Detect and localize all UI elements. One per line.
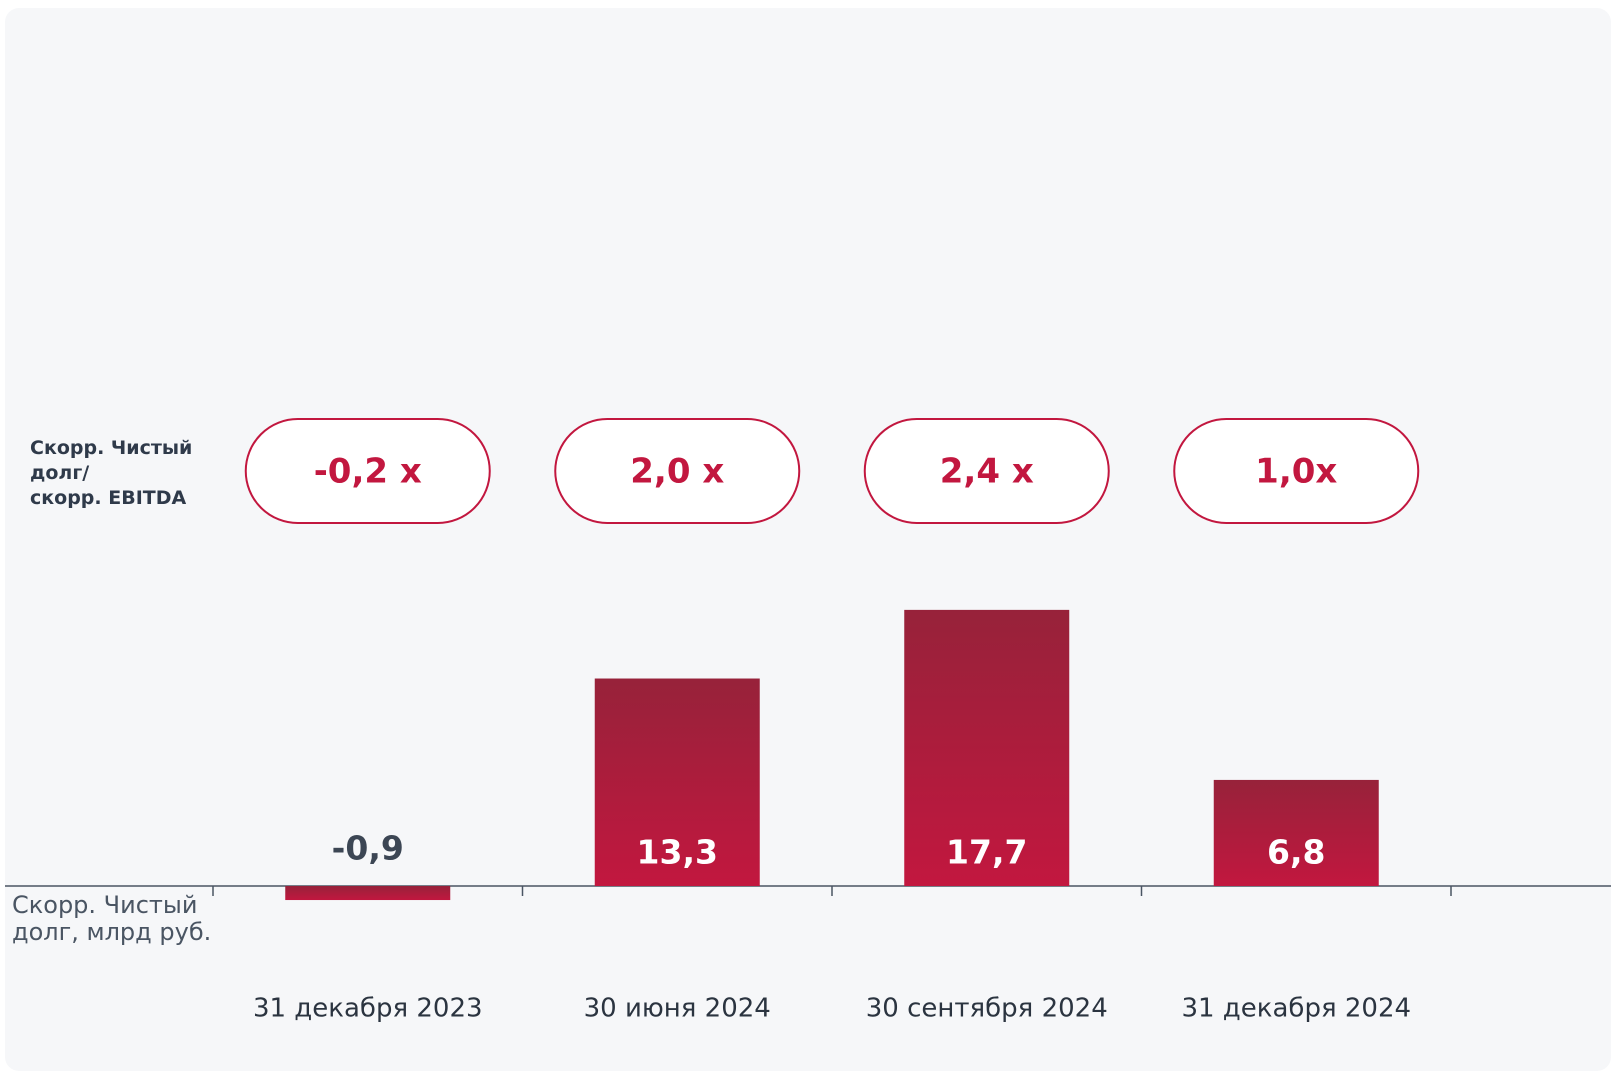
chart: 31 декабря 2023 -0,9 -0,2 x 30 июня 2024 13,…	[5, 418, 1611, 1024]
value-label: 17,7	[946, 833, 1027, 872]
x-tick-label: 31 декабря 2024	[1181, 994, 1411, 1024]
ratio-pill	[1173, 418, 1420, 524]
ratio-axis-label: Скорр. Чистый долг/ скорр. EBITDA	[30, 437, 193, 509]
ratio-pill	[244, 418, 491, 524]
x-tick-label: 31 декабря 2023	[253, 994, 483, 1024]
value-label: -0,9	[332, 829, 404, 868]
bar	[1213, 779, 1379, 886]
y-axis-label: Скорр. Чистый долг, млрд руб.	[12, 891, 212, 946]
x-tick-label: 30 июня 2024	[584, 994, 771, 1024]
chart-card: 31 декабря 2023 -0,9 -0,2 x 30 июня 2024 13,…	[5, 8, 1611, 1071]
value-label: 6,8	[1267, 833, 1325, 872]
x-tick-label: 30 сентября 2024	[866, 994, 1108, 1024]
bar	[904, 609, 1070, 886]
ratio-pill	[863, 418, 1110, 524]
value-label: 13,3	[637, 833, 718, 872]
ratio-pill	[554, 418, 801, 524]
ratio-label: 2,0 x	[630, 452, 724, 492]
ratio-label: -0,2 x	[314, 452, 422, 492]
ratio-label: 2,4 x	[940, 452, 1034, 492]
bar	[594, 678, 760, 886]
ratio-label: 1,0x	[1255, 452, 1337, 492]
bar	[285, 886, 451, 901]
